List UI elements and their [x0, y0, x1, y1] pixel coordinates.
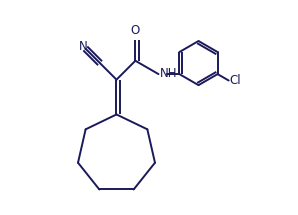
Text: N: N: [79, 40, 88, 53]
Text: O: O: [131, 24, 140, 37]
Text: Cl: Cl: [230, 74, 241, 87]
Text: NH: NH: [160, 67, 177, 80]
